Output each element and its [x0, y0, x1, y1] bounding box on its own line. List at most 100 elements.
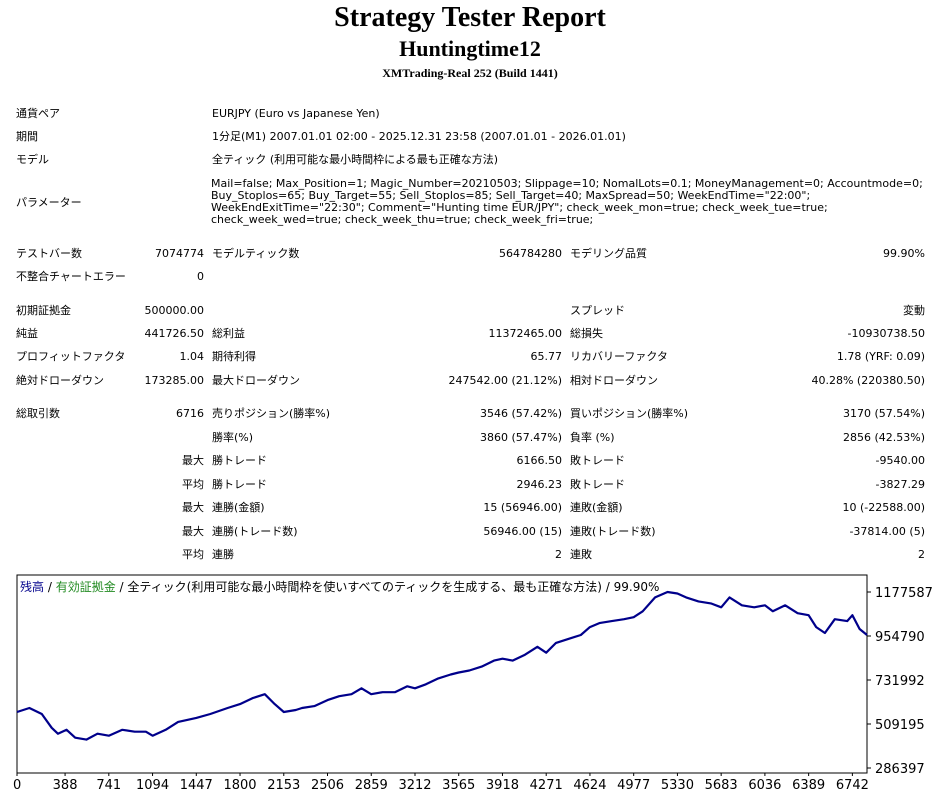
bars-label: テストバー数	[16, 247, 82, 260]
abs-dd-value: 173285.00	[144, 374, 205, 387]
largest-win-value: 6166.50	[516, 454, 563, 467]
server-info: XMTrading-Real 252 (Build 1441)	[382, 66, 558, 80]
chart-title: 残高 / 有効証拠金 / 全ティック(利用可能な最小時間枠を使いすべてのティック…	[20, 578, 659, 595]
chart-title-sep2: /	[115, 580, 128, 594]
mismatch-value: 0	[197, 270, 204, 283]
x-tick-label: 2859	[355, 778, 388, 793]
consec-loss-value: -37814.00 (5)	[849, 525, 925, 538]
consec-wins-value: 15 (56946.00)	[483, 501, 562, 514]
short-label: 売りポジション(勝率%)	[212, 407, 331, 420]
pf-label: プロフィットファクタ	[16, 350, 126, 363]
x-tick-label: 1447	[180, 778, 213, 793]
payoff-value: 65.77	[530, 350, 563, 363]
recovery-value: 1.78 (YRF: 0.09)	[836, 350, 925, 363]
x-tick-label: 2153	[267, 778, 300, 793]
balance-chart: 1177587 954790 731992 509195 286397 0 388 741 10…	[13, 574, 933, 793]
average-label: 平均	[182, 478, 204, 491]
largest-label: 最大	[182, 454, 204, 467]
x-tick-label: 5683	[705, 778, 738, 793]
quality-value: 99.90%	[883, 247, 925, 260]
rel-dd-value: 40.28% (220380.50)	[811, 374, 925, 387]
x-tick-label: 1094	[136, 778, 169, 793]
symbol-value: EURJPY (Euro vs Japanese Yen)	[212, 107, 380, 120]
x-tick-label: 6036	[748, 778, 781, 793]
bars-value: 7074774	[155, 247, 204, 260]
report-title: Strategy Tester Report	[334, 2, 606, 33]
x-tick-label: 6742	[836, 778, 869, 793]
avg-win-value: 2946.23	[516, 478, 563, 491]
trades-value: 6716	[176, 407, 204, 420]
symbol-label: 通貨ペア	[16, 107, 60, 120]
ticks-value: 564784280	[499, 247, 562, 260]
loss-label: 負率 (%)	[570, 431, 615, 444]
ticks-label: モデルティック数	[212, 247, 300, 260]
chart-title-sep1: /	[44, 580, 56, 594]
avg-consec-losses-value: 2	[918, 548, 925, 561]
params-value: Mail=false; Max_Position=1; Magic_Number…	[211, 177, 923, 226]
rel-dd-label: 相対ドローダウン	[570, 374, 658, 387]
win-label: 勝率(%)	[212, 431, 254, 444]
spread-value: 変動	[903, 304, 925, 317]
balance-line	[16, 590, 868, 741]
gross-loss-label: 総損失	[570, 327, 603, 340]
x-tick-label: 4271	[530, 778, 563, 793]
consec-losses-label: 連敗(金額)	[570, 501, 623, 514]
pf-value: 1.04	[179, 350, 205, 363]
period-label: 期間	[16, 130, 38, 143]
x-tick-label: 0	[13, 778, 21, 793]
y-tick-label: 509195	[875, 718, 925, 733]
net-value: 441726.50	[144, 327, 205, 340]
avg2-label: 平均	[182, 548, 204, 561]
long-value: 3170 (57.54%)	[842, 407, 925, 420]
short-value: 3546 (57.42%)	[479, 407, 562, 420]
x-tick-label: 3565	[442, 778, 475, 793]
chart-title-rest: 全ティック(利用可能な最小時間枠を使いすべてのティックを生成する、最も正確な方法…	[127, 580, 660, 594]
x-tick-label: 5330	[661, 778, 694, 793]
consec-wins-label: 連勝(金額)	[212, 501, 265, 514]
long-label: 買いポジション(勝率%)	[570, 407, 689, 420]
quality-label: モデリング品質	[570, 247, 647, 260]
x-tick-label: 2506	[311, 778, 344, 793]
deposit-value: 500000.00	[144, 304, 205, 317]
y-tick-label: 286397	[875, 762, 925, 777]
avg-consec-wins-label: 連勝	[212, 548, 234, 561]
mismatch-label: 不整合チャートエラー	[16, 270, 126, 283]
avg-win-label: 勝トレード	[212, 478, 267, 491]
avg-consec-losses-label: 連敗	[570, 548, 592, 561]
max-dd-value: 247542.00 (21.12%)	[448, 374, 562, 387]
model-value: 全ティック (利用可能な最小時間枠による最も正確な方法)	[212, 153, 499, 166]
net-label: 純益	[16, 327, 38, 340]
x-tick-label: 388	[53, 778, 78, 793]
gross-loss-value: -10930738.50	[847, 327, 925, 340]
plot-frame	[16, 574, 868, 774]
x-tick-label: 4624	[573, 778, 606, 793]
chart-title-balance: 残高	[20, 580, 45, 594]
x-tick-label: 4977	[617, 778, 650, 793]
loss-value: 2856 (42.53%)	[842, 431, 925, 444]
payoff-label: 期待利得	[212, 350, 256, 363]
trades-label: 総取引数	[16, 407, 60, 420]
max2-label: 最大	[182, 525, 204, 538]
y-tick-label: 1177587	[875, 586, 933, 601]
max1-label: 最大	[182, 501, 204, 514]
x-tick-label: 6389	[792, 778, 825, 793]
y-tick-label: 954790	[875, 630, 925, 645]
gross-profit-value: 11372465.00	[488, 327, 562, 340]
avg-loss-label: 敗トレード	[570, 478, 625, 491]
avg-consec-wins-value: 2	[555, 548, 562, 561]
x-tick-label: 1800	[223, 778, 256, 793]
consec-profit-label: 連勝(トレード数)	[212, 525, 298, 538]
chart-title-equity: 有効証拠金	[55, 580, 116, 594]
win-value: 3860 (57.47%)	[479, 431, 562, 444]
period-value: 1分足(M1) 2007.01.01 02:00 - 2025.12.31 23…	[212, 130, 626, 143]
x-tick-label: 3212	[398, 778, 431, 793]
largest-loss-value: -9540.00	[875, 454, 925, 467]
largest-win-label: 勝トレード	[212, 454, 267, 467]
spread-label: スプレッド	[570, 304, 625, 317]
abs-dd-label: 絶対ドローダウン	[16, 374, 104, 387]
params-label: パラメーター	[16, 196, 82, 209]
gross-profit-label: 総利益	[212, 327, 245, 340]
y-tick-label: 731992	[875, 674, 925, 689]
deposit-label: 初期証拠金	[16, 304, 71, 317]
model-label: モデル	[16, 153, 49, 166]
